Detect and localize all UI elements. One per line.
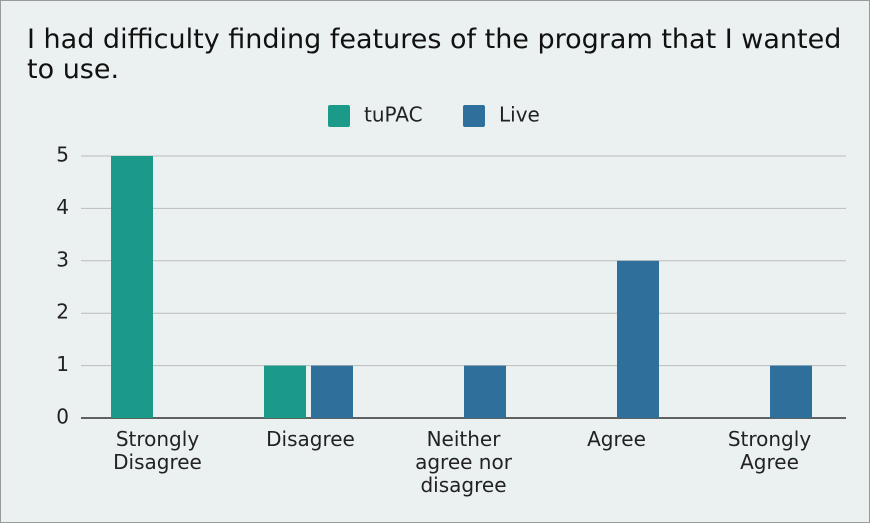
y-tick-label: 3 <box>56 247 69 271</box>
y-tick-label: 0 <box>56 405 69 429</box>
x-tick-label: Neither agree nor disagree <box>415 427 512 497</box>
bar <box>464 365 506 418</box>
y-tick-label: 1 <box>56 352 69 376</box>
x-tick-label: Strongly Agree <box>727 427 812 474</box>
bar <box>617 260 659 418</box>
chart-title: I had difficulty finding features of the… <box>27 24 842 85</box>
x-tick-label: Disagree <box>266 427 355 451</box>
y-tick-label: 5 <box>56 143 69 167</box>
y-tick-label: 2 <box>56 300 69 324</box>
legend-swatch <box>328 105 350 127</box>
legend-swatch <box>463 105 485 127</box>
bar <box>770 365 812 418</box>
x-tick-label: Strongly Disagree <box>113 427 202 474</box>
x-tick-label: Agree <box>587 427 646 451</box>
legend-label: Live <box>499 103 540 127</box>
bar <box>264 365 306 418</box>
bar <box>111 156 153 418</box>
legend-label: tuPAC <box>364 103 423 127</box>
y-tick-label: 4 <box>56 195 69 219</box>
bar <box>311 365 353 418</box>
